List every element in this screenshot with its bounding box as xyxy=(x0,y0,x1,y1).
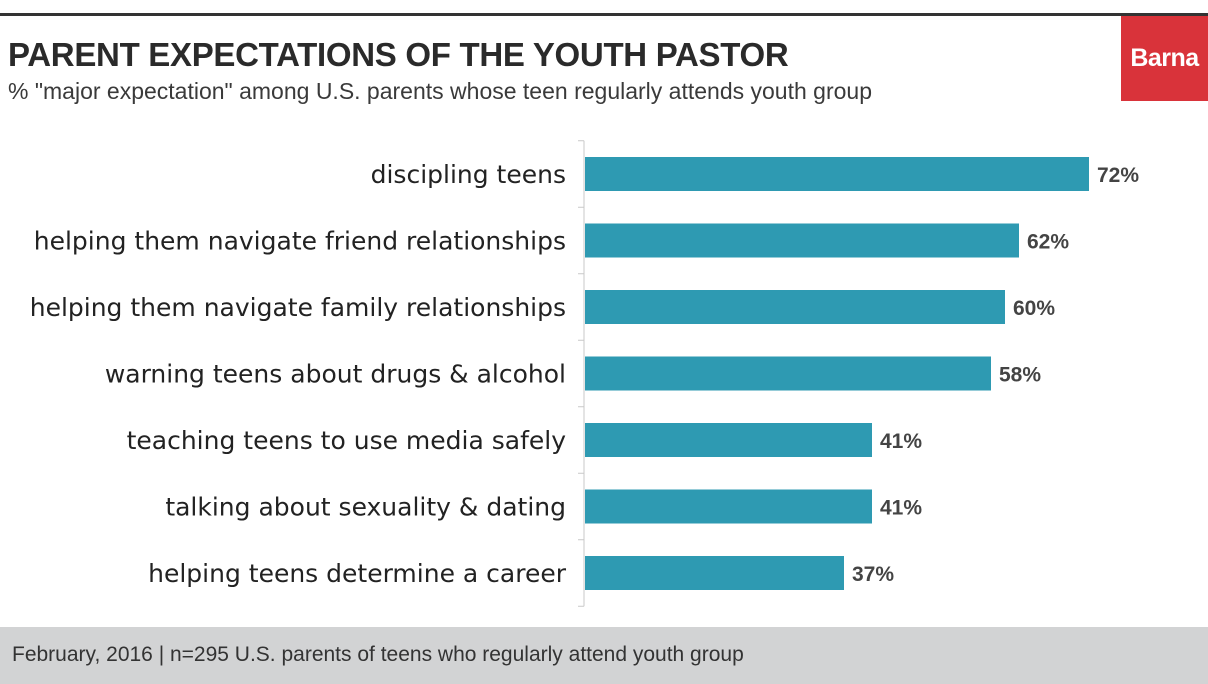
brand-logo: Barna xyxy=(1121,16,1208,101)
bar xyxy=(585,423,872,457)
data-label: 41% xyxy=(880,497,922,520)
footer: February, 2016 | n=295 U.S. parents of t… xyxy=(0,627,1208,684)
chart-subtitle: % "major expectation" among U.S. parents… xyxy=(8,78,872,104)
data-label: 60% xyxy=(1013,297,1055,320)
category-label: talking about sexuality & dating xyxy=(165,493,566,522)
bar xyxy=(585,290,1005,324)
category-label: teaching teens to use media safely xyxy=(127,426,567,455)
bar-chart: discipling teens 72% helping them navigate… xyxy=(30,140,1139,607)
bar xyxy=(585,157,1089,191)
bar xyxy=(585,556,844,590)
category-label: helping them navigate friend relationshi… xyxy=(34,227,566,256)
brand-logo-text: Barna xyxy=(1130,44,1199,72)
category-label: helping teens determine a career xyxy=(148,559,567,588)
category-label: helping them navigate family relationshi… xyxy=(30,293,566,322)
data-label: 41% xyxy=(880,430,922,453)
top-rule xyxy=(0,13,1208,16)
bar xyxy=(585,489,872,524)
data-label: 62% xyxy=(1027,231,1069,254)
bar xyxy=(585,356,991,391)
footer-note: February, 2016 | n=295 U.S. parents of t… xyxy=(12,643,744,666)
chart-title: PARENT EXPECTATIONS OF THE YOUTH PASTOR xyxy=(8,36,789,73)
data-label: 37% xyxy=(852,563,894,586)
data-label: 72% xyxy=(1097,164,1139,187)
bar xyxy=(585,223,1019,258)
category-label: discipling teens xyxy=(371,160,566,189)
data-label: 58% xyxy=(999,364,1041,387)
category-label: warning teens about drugs & alcohol xyxy=(105,360,566,389)
